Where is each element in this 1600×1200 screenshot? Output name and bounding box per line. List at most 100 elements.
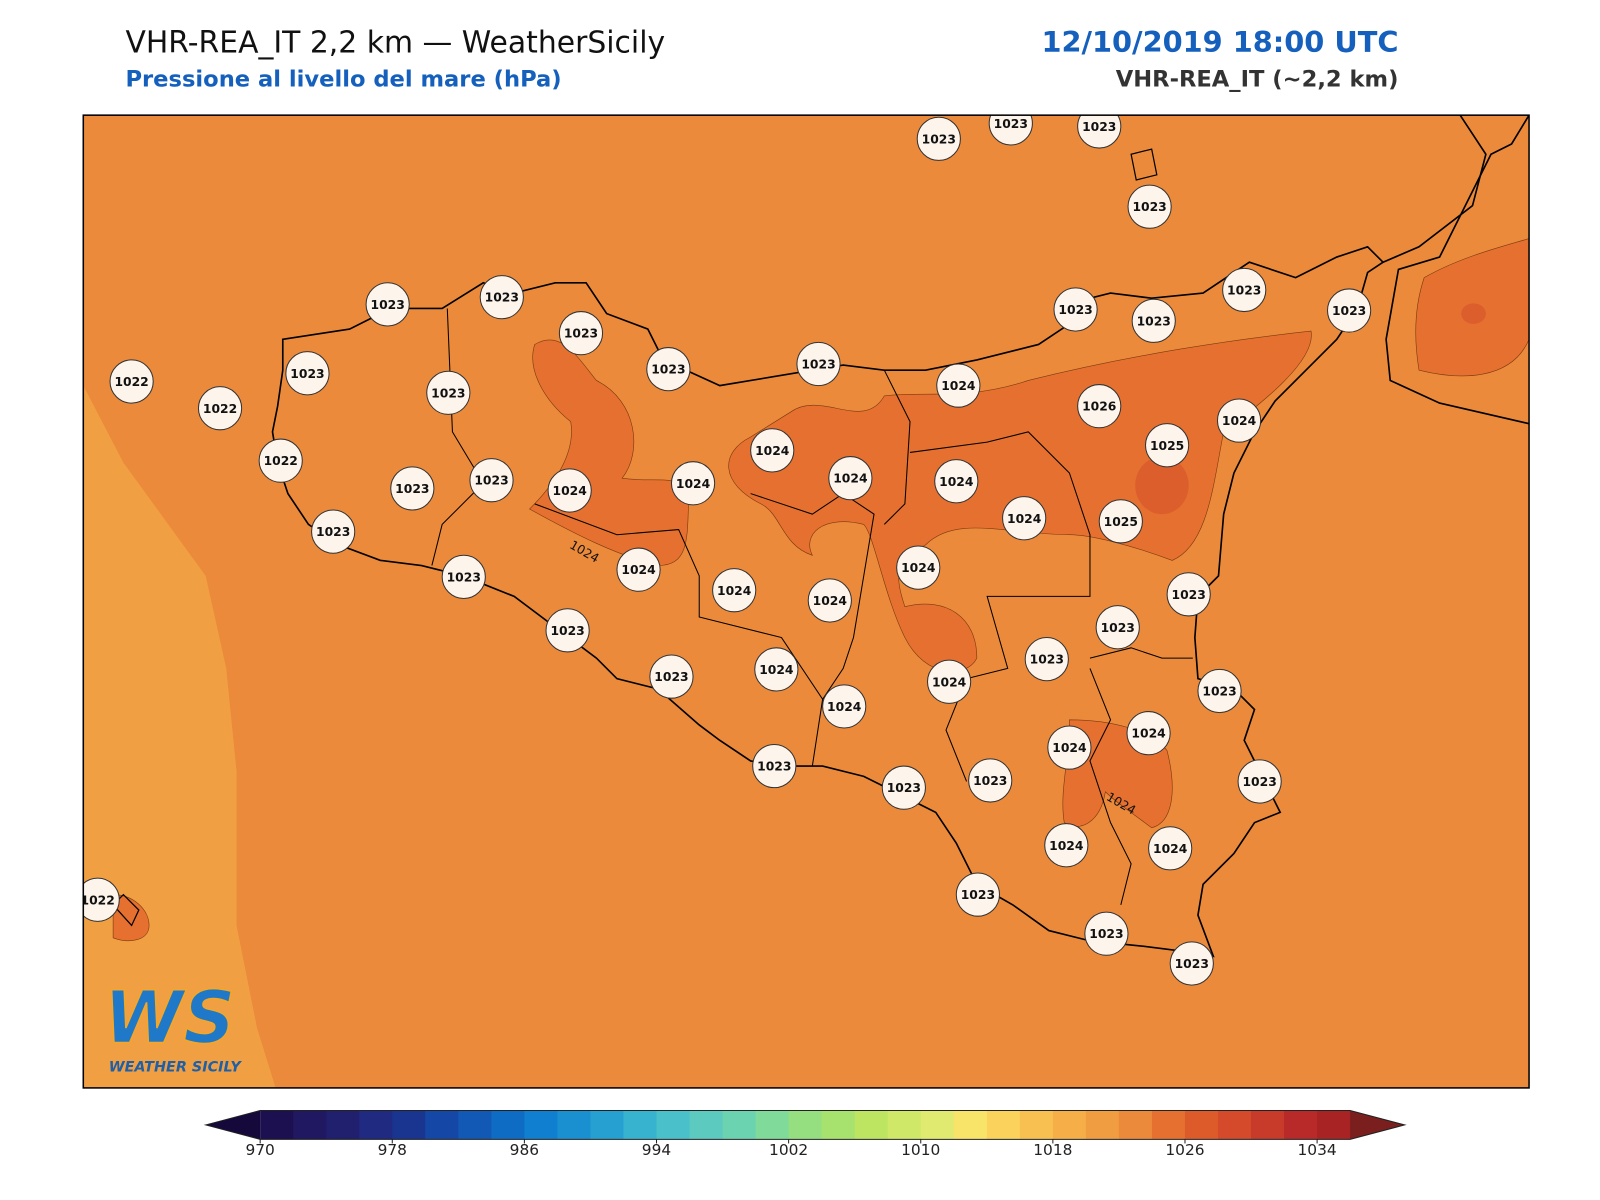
colorbar-segment <box>986 1110 1021 1140</box>
station-marker <box>1148 826 1193 871</box>
station-marker <box>1237 759 1282 804</box>
stations: 1023 1023 1023 1023 1023 1023 1023 1023 1023 1023… <box>81 115 1372 986</box>
station-marker <box>1144 423 1190 468</box>
station-marker <box>1024 637 1069 682</box>
station-value: 1023 <box>395 482 429 496</box>
station-value: 1023 <box>1202 685 1236 699</box>
station-marker <box>934 459 979 504</box>
colorbar-tick-label: 978 <box>378 1141 407 1159</box>
model: VHR-REA_IT (~2,2 km) <box>1116 67 1399 93</box>
station-value: 1023 <box>651 363 685 377</box>
colorbar-segment <box>359 1110 393 1140</box>
colorbar-tick-label: 1018 <box>1033 1141 1072 1159</box>
station-marker <box>1126 711 1171 756</box>
station-value: 1023 <box>1058 303 1092 317</box>
station-value: 1023 <box>447 570 481 584</box>
station-marker <box>1095 605 1140 650</box>
station-value: 1023 <box>431 386 465 400</box>
station-marker <box>285 351 330 396</box>
station-value: 1022 <box>114 375 148 389</box>
station-value: 1024 <box>676 477 711 491</box>
station-value: 1024 <box>813 594 848 608</box>
colorbar-tick-label: 970 <box>245 1141 274 1159</box>
station-value: 1024 <box>939 475 974 489</box>
station-marker <box>646 347 691 392</box>
station-marker <box>311 509 356 554</box>
map: 1023 1023 1023 1023 1023 1023 1023 1023 1023 1023… <box>81 115 1530 1088</box>
colorbar-segment <box>590 1110 624 1140</box>
station-value: 1022 <box>264 454 298 468</box>
station-marker <box>390 466 435 511</box>
station-value: 1023 <box>1082 120 1116 134</box>
station-marker <box>441 554 486 599</box>
station-value: 1023 <box>1175 957 1209 971</box>
station-marker <box>426 370 471 415</box>
station-value: 1023 <box>922 132 956 146</box>
colorbar-segment <box>524 1110 558 1140</box>
colorbar: 970 978 986 994 1002 1010 1018 1026 1034 <box>203 1110 1407 1159</box>
station-marker <box>479 275 524 320</box>
station-marker <box>916 116 961 161</box>
station-marker <box>988 115 1033 146</box>
station-value: 1024 <box>1222 414 1257 428</box>
station-value: 1024 <box>621 563 656 577</box>
station-value: 1022 <box>81 893 115 907</box>
station-marker <box>1047 725 1092 770</box>
colorbar-tick-label: 1026 <box>1165 1141 1204 1159</box>
station-value: 1023 <box>1227 284 1261 298</box>
station-value: 1023 <box>1030 653 1064 667</box>
colorbar-segment <box>821 1110 856 1140</box>
station-marker <box>558 311 604 356</box>
station-marker <box>828 456 873 501</box>
station-value: 1024 <box>1153 842 1188 856</box>
station-marker <box>545 608 590 653</box>
colorbar-segment <box>1251 1110 1285 1140</box>
station-value: 1023 <box>757 760 791 774</box>
station-value: 1026 <box>1082 400 1116 414</box>
colorbar-segment <box>1052 1110 1087 1140</box>
station-marker <box>365 282 410 327</box>
colorbar-tick-label: 1002 <box>769 1141 808 1159</box>
station-marker <box>109 359 154 404</box>
station-value: 1023 <box>1242 775 1276 789</box>
station-value: 1023 <box>1101 621 1135 635</box>
station-marker <box>750 428 795 473</box>
station-marker <box>547 468 592 513</box>
title: VHR-REA_IT 2,2 km — WeatherSicily <box>125 26 665 61</box>
colorbar-segment <box>689 1110 724 1140</box>
station-value: 1023 <box>973 774 1007 788</box>
station-value: 1023 <box>316 525 350 539</box>
station-value: 1024 <box>759 663 794 677</box>
colorbar-tick-label: 1010 <box>901 1141 940 1159</box>
station-value: 1024 <box>553 484 588 498</box>
station-marker <box>670 461 716 506</box>
colorbar-segment <box>458 1110 492 1140</box>
station-marker <box>968 758 1013 803</box>
colorbar-segment <box>854 1110 889 1140</box>
station-value: 1023 <box>654 670 688 684</box>
logo-name: WEATHER SICILY <box>109 1059 243 1075</box>
station-marker <box>1002 496 1047 541</box>
colorbar-segment <box>491 1110 525 1140</box>
station-marker <box>1044 823 1089 868</box>
station-marker <box>1222 267 1267 313</box>
field-peak <box>1461 303 1486 324</box>
station-marker <box>1197 668 1242 714</box>
station-value: 1023 <box>801 358 835 372</box>
map-frame <box>82 114 1530 1089</box>
station-value: 1023 <box>1172 588 1206 602</box>
station-value: 1023 <box>961 888 995 902</box>
station-value: 1024 <box>901 561 936 575</box>
station-marker <box>1077 115 1122 149</box>
station-marker <box>197 386 243 431</box>
island <box>112 893 140 927</box>
station-marker <box>1326 288 1372 333</box>
station-marker <box>796 341 841 387</box>
station-value: 1023 <box>1089 927 1123 941</box>
station-value: 1023 <box>371 298 405 312</box>
station-value: 1024 <box>1131 727 1166 741</box>
field <box>83 115 1530 1088</box>
station-value: 1023 <box>1332 304 1366 318</box>
colorbar-segment <box>1085 1110 1120 1140</box>
station-marker <box>936 363 981 408</box>
